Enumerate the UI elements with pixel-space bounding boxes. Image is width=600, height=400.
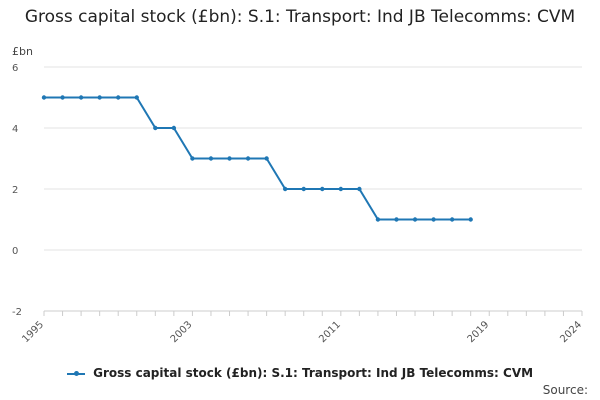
y-tick-label: 6: [12, 63, 18, 74]
y-tick-label: 4: [12, 124, 18, 135]
y-tick-label: 0: [12, 246, 18, 257]
data-point: [60, 95, 65, 100]
data-point: [41, 95, 47, 100]
legend-line-marker-icon: [66, 370, 85, 376]
data-point: [468, 217, 473, 222]
source-label: Source:: [542, 383, 588, 397]
data-point: [264, 156, 269, 161]
data-point: [208, 156, 214, 161]
y-axis-unit-label: £bn: [12, 45, 33, 58]
data-point: [78, 95, 84, 100]
data-point: [134, 95, 139, 100]
legend-series-label: Gross capital stock (£bn): S.1: Transpor…: [93, 366, 534, 380]
data-point: [412, 217, 418, 222]
x-tick-label: 1995: [20, 319, 46, 345]
x-tick-label: 2011: [317, 319, 343, 345]
y-tick-label: 2: [12, 185, 18, 196]
x-tick-label: 2024: [558, 319, 584, 345]
x-tick-label: 2003: [169, 319, 195, 345]
data-point: [301, 186, 306, 192]
data-point: [449, 217, 455, 222]
data-point: [394, 217, 399, 222]
data-point: [190, 156, 195, 161]
chart-title: Gross capital stock (£bn): S.1: Transpor…: [24, 7, 576, 27]
x-tick-label: 2019: [466, 319, 492, 345]
legend[interactable]: Gross capital stock (£bn): S.1: Transpor…: [0, 366, 600, 380]
data-point: [153, 125, 158, 131]
data-point: [320, 186, 325, 192]
data-point: [227, 156, 232, 161]
data-point: [245, 156, 251, 161]
series-line: [44, 96, 471, 221]
y-tick-label: -2: [12, 307, 22, 318]
data-point: [116, 95, 121, 100]
data-point: [375, 217, 381, 222]
data-point: [431, 217, 436, 222]
data-point: [97, 95, 102, 100]
data-point: [171, 125, 177, 131]
data-point: [338, 186, 344, 192]
data-point: [282, 186, 288, 192]
data-point: [357, 186, 362, 192]
